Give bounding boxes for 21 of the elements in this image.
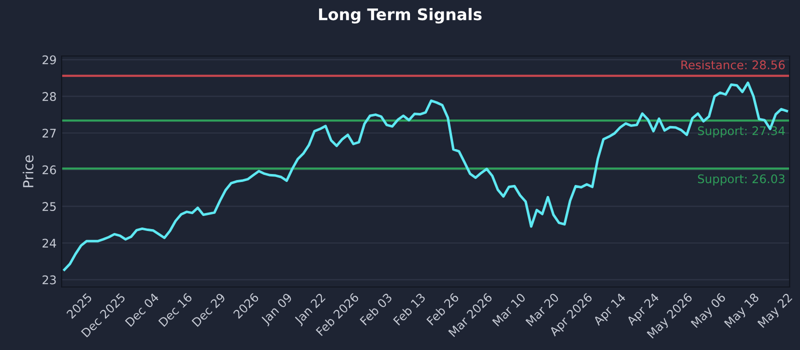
y-tick-label: 29 (42, 55, 56, 64)
x-tick-label: Dec 04 (124, 292, 160, 327)
x-tick-label: Dec 16 (158, 292, 193, 327)
x-tick-label: Apr 14 (592, 292, 628, 328)
x-tick-label: Feb 13 (392, 292, 426, 326)
ref-line-label: Resistance: 28.56 (681, 60, 785, 70)
x-tick-label: Jan 09 (260, 292, 294, 326)
y-tick-label: 24 (42, 238, 56, 248)
y-tick-label: 25 (42, 202, 56, 211)
chart-title: Long Term Signals (319, 8, 482, 24)
x-tick-label: Feb 03 (359, 292, 392, 326)
y-axis-title: Price (22, 155, 34, 188)
x-tick-label: Dec 29 (192, 292, 226, 327)
x-tick-label: Mar 10 (492, 292, 526, 327)
line-series (63, 82, 788, 272)
y-tick-label: 26 (42, 165, 56, 174)
y-tick-label: 27 (42, 128, 56, 138)
ref-line-label: Support: 27.34 (698, 126, 785, 138)
ref-line-label: Support: 26.03 (698, 174, 784, 186)
y-tick-label: 28 (42, 92, 56, 101)
y-tick-label: 23 (42, 275, 56, 284)
